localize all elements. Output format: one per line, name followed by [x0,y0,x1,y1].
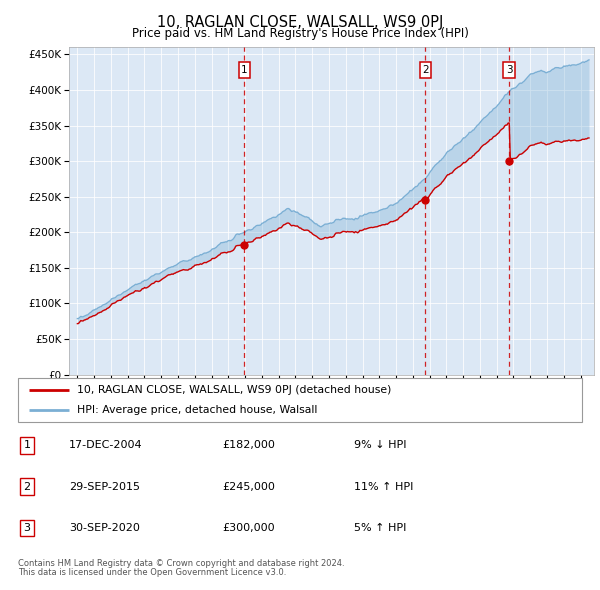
Point [421,195,430,205]
Text: Contains HM Land Registry data © Crown copyright and database right 2024.: Contains HM Land Registry data © Crown c… [18,559,344,568]
Text: This data is licensed under the Open Government Licence v3.0.: This data is licensed under the Open Gov… [18,568,286,577]
Text: 29-SEP-2015: 29-SEP-2015 [69,482,140,491]
FancyBboxPatch shape [18,378,582,422]
Text: 10, RAGLAN CLOSE, WALSALL, WS9 0PJ (detached house): 10, RAGLAN CLOSE, WALSALL, WS9 0PJ (deta… [77,385,392,395]
Text: HPI: Average price, detached house, Walsall: HPI: Average price, detached house, Wals… [77,405,317,415]
Text: 5% ↑ HPI: 5% ↑ HPI [354,523,406,533]
Text: 10, RAGLAN CLOSE, WALSALL, WS9 0PJ: 10, RAGLAN CLOSE, WALSALL, WS9 0PJ [157,15,443,30]
Text: £245,000: £245,000 [222,482,275,491]
Text: 9% ↓ HPI: 9% ↓ HPI [354,441,407,450]
Text: 30-SEP-2020: 30-SEP-2020 [69,523,140,533]
Text: 3: 3 [506,65,512,75]
Point [505,156,514,166]
Text: 3: 3 [23,523,31,533]
Text: 2: 2 [23,482,31,491]
Text: 2: 2 [422,65,429,75]
Point [239,240,249,250]
Text: 1: 1 [23,441,31,450]
Text: 11% ↑ HPI: 11% ↑ HPI [354,482,413,491]
Text: £182,000: £182,000 [222,441,275,450]
Text: £300,000: £300,000 [222,523,275,533]
Text: 17-DEC-2004: 17-DEC-2004 [69,441,143,450]
Text: 1: 1 [241,65,248,75]
Text: Price paid vs. HM Land Registry's House Price Index (HPI): Price paid vs. HM Land Registry's House … [131,27,469,40]
